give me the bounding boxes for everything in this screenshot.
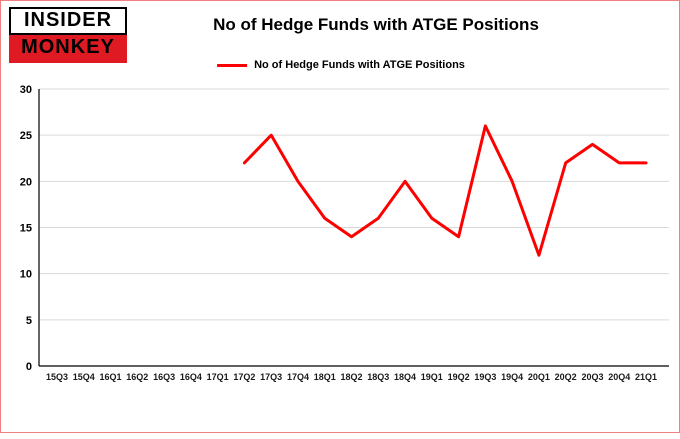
x-tick-label: 15Q3 [46,372,68,382]
y-tick-label: 20 [20,176,32,188]
x-tick-label: 18Q4 [394,372,416,382]
x-tick-label: 19Q4 [501,372,523,382]
x-tick-label: 19Q1 [421,372,443,382]
legend-label: No of Hedge Funds with ATGE Positions [254,59,465,71]
y-tick-label: 15 [20,223,32,235]
chart-title: No of Hedge Funds with ATGE Positions [213,15,539,34]
y-tick-label: 25 [20,130,32,142]
x-tick-label: 17Q4 [287,372,309,382]
x-tick-label: 16Q2 [126,372,148,382]
line-chart: 0 5 10 15 20 25 30 15Q3 15Q4 16Q1 16Q2 16Q3 16Q4 17Q1… [20,84,669,382]
legend: No of Hedge Funds with ATGE Positions [217,59,465,71]
x-tick-label: 18Q3 [367,372,389,382]
x-tick-label: 18Q2 [340,372,362,382]
y-tick-label: 30 [20,84,32,96]
x-tick-label: 17Q1 [207,372,229,382]
legend-line-swatch [217,63,248,67]
x-tick-label: 16Q3 [153,372,175,382]
series-line [242,124,648,257]
y-tick-label: 5 [26,315,32,327]
x-tick-label: 20Q2 [555,372,577,382]
x-tick-label: 19Q3 [474,372,496,382]
x-tick-label: 20Q3 [581,372,603,382]
x-tick-label: 20Q4 [608,372,630,382]
x-tick-label: 19Q2 [448,372,470,382]
x-tick-label: 16Q4 [180,372,202,382]
x-tick-label: 17Q3 [260,372,282,382]
chart-area: 0 5 10 15 20 25 30 15Q3 15Q4 16Q1 16Q2 16Q3 16Q4 17Q1… [1,79,680,434]
x-tick-label: 16Q1 [100,372,122,382]
x-tick-label: 18Q1 [314,372,336,382]
x-tick-label: 15Q4 [73,372,95,382]
x-tick-label: 17Q2 [233,372,255,382]
chart-header: INSIDER MONKEY No of Hedge Funds with AT… [1,1,680,79]
logo-text-monkey: MONKEY [9,35,127,63]
insider-monkey-logo: INSIDER MONKEY [9,7,127,63]
logo-text-insider: INSIDER [9,7,127,35]
y-tick-label: 10 [20,269,32,281]
y-tick-label: 0 [26,361,32,373]
x-tick-label: 21Q1 [635,372,657,382]
x-tick-label: 20Q1 [528,372,550,382]
